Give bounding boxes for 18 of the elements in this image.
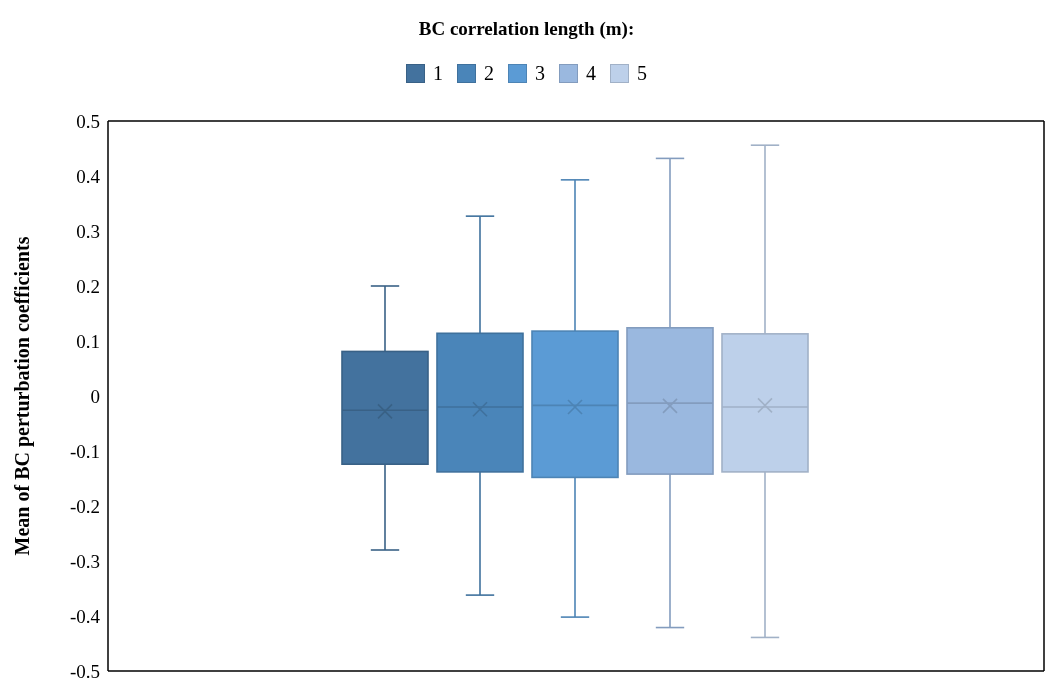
y-tick-label: 0.3 (76, 220, 100, 242)
legend-label: 3 (535, 62, 545, 85)
y-tick-label: 0.1 (76, 330, 100, 352)
y-tick-label: -0.1 (69, 440, 100, 462)
legend-label: 1 (433, 62, 443, 85)
y-tick-label: -0.3 (69, 550, 100, 572)
y-tick-label: 0 (90, 385, 100, 407)
y-tick-label: -0.4 (69, 605, 101, 627)
legend-title: BC correlation length (m): (417, 17, 636, 40)
y-axis-title: Mean of BC perturbation coefficients (11, 236, 35, 556)
y-tick-label: -0.2 (69, 495, 100, 517)
legend-label: 4 (586, 62, 596, 85)
y-tick-label: -0.5 (69, 660, 100, 682)
y-tick-label: 0.2 (76, 275, 100, 297)
legend-label: 2 (484, 62, 494, 85)
y-tick-label: 0.4 (76, 165, 101, 187)
y-tick-label: 0.5 (76, 110, 100, 132)
legend-label: 5 (637, 62, 647, 85)
